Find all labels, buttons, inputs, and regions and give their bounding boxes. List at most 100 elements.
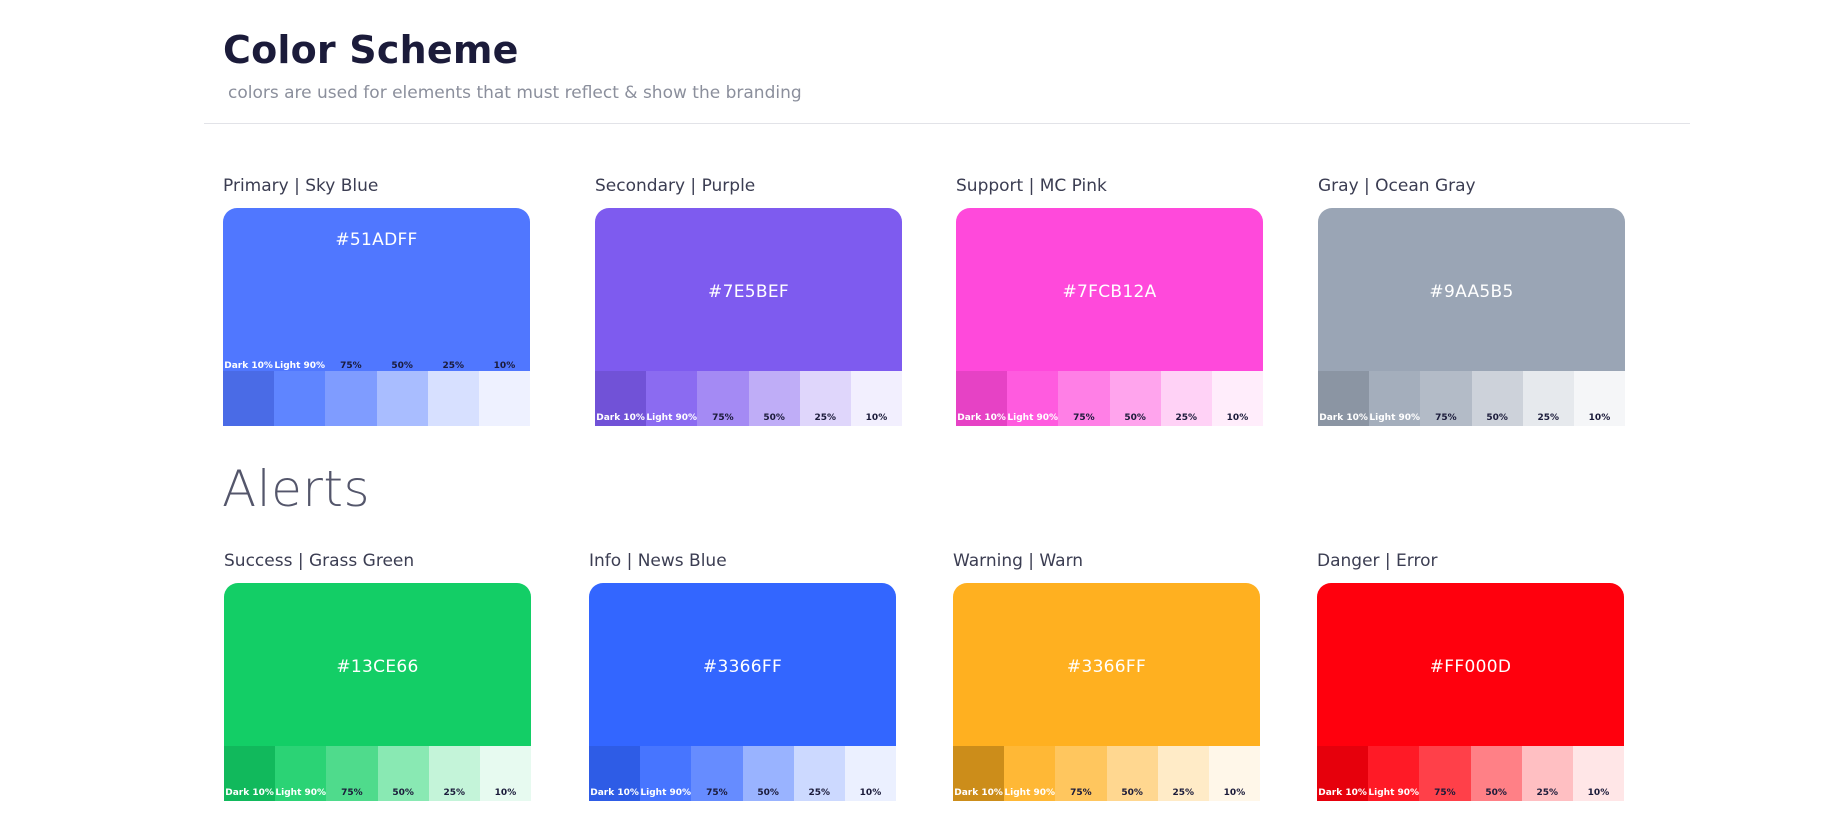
shade-label: 50%: [1121, 788, 1143, 798]
shade-strip: Dark 10% Light 90% 75% 50% 25% 10%: [223, 361, 531, 426]
shade-swatch: 10%: [1208, 746, 1261, 801]
color-hex-code: #13CE66: [336, 657, 419, 677]
color-card-label: Support | MC Pink: [956, 176, 1107, 196]
shade-swatch: 25%: [428, 746, 480, 801]
shade-swatch: Light 90%: [275, 746, 327, 801]
page-title: Color Scheme: [223, 28, 519, 72]
shade-swatch: 25%: [1160, 371, 1212, 426]
shade-swatch: Light 90%: [1007, 371, 1059, 426]
shade-swatch: 50%: [1471, 371, 1523, 426]
shade-label: Light 90%: [1004, 788, 1056, 798]
shade-label: 75%: [1435, 413, 1457, 423]
shade-label: Light 90%: [1369, 413, 1421, 423]
shade-label: 25%: [1537, 413, 1560, 423]
shade-label: 25%: [814, 413, 837, 423]
shade-label: Light 90%: [646, 413, 698, 423]
shade-swatch: Dark 10%: [224, 746, 276, 801]
shade-label: 25%: [1536, 788, 1559, 798]
shade-label: 10%: [494, 788, 517, 798]
color-hex-code: #3366FF: [702, 657, 783, 677]
shade-label: 75%: [712, 413, 734, 423]
shade-strip: Dark 10% Light 90% 75% 50% 25% 10%: [953, 746, 1261, 801]
shade-strip: Dark 10% Light 90% 75% 50% 25% 10%: [956, 371, 1264, 426]
color-card-label: Info | News Blue: [589, 551, 727, 571]
shade-swatch: Dark 10%: [1317, 746, 1369, 801]
shade-swatch: 10%: [479, 746, 532, 801]
color-card-label: Success | Grass Green: [224, 551, 415, 571]
color-card-info: Info | News Blue #3366FF Dark 10% Light 9…: [589, 551, 897, 801]
shade-strip: Dark 10% Light 90% 75% 50% 25% 10%: [1317, 746, 1625, 801]
color-card-label: Gray | Ocean Gray: [1318, 176, 1476, 196]
color-card-label: Warning | Warn: [953, 551, 1084, 571]
shade-swatch: Dark 10%: [223, 361, 275, 426]
shade-swatch: 10%: [844, 746, 897, 801]
shade-label: 50%: [1485, 788, 1507, 798]
color-card-warning: Warning | Warn #3366FF Dark 10% Light 90%…: [953, 551, 1261, 801]
shade-label: 25%: [1175, 413, 1198, 423]
shade-label: 25%: [808, 788, 831, 798]
shade-label: 75%: [706, 788, 728, 798]
alerts-section-title: Alerts: [222, 460, 371, 518]
shade-swatch: 50%: [1109, 371, 1161, 426]
color-hex-code: #7FCB12A: [1062, 282, 1157, 302]
shade-label: 25%: [443, 788, 466, 798]
shade-swatch: Light 90%: [646, 371, 698, 426]
shade-swatch: 10%: [1211, 371, 1264, 426]
shade-label: Light 90%: [1007, 413, 1059, 423]
color-card-support: Support | MC Pink #7FCB12A Dark 10% Light…: [956, 176, 1264, 426]
color-card-secondary: Secondary | Purple #7E5BEF Dark 10% Light…: [595, 176, 903, 426]
shade-swatch: 50%: [1106, 746, 1158, 801]
shade-swatch: Light 90%: [1368, 746, 1420, 801]
shade-swatch: 50%: [1470, 746, 1522, 801]
page-subtitle: colors are used for elements that must r…: [228, 83, 802, 103]
shade-swatch: 10%: [1573, 371, 1626, 426]
color-swatch-main: #7E5BEF: [595, 208, 902, 371]
shade-label: 25%: [442, 361, 465, 371]
shade-swatch: 25%: [799, 371, 851, 426]
shade-label: Dark 10%: [224, 361, 273, 371]
shade-swatch: 75%: [326, 746, 378, 801]
color-card-label: Secondary | Purple: [595, 176, 756, 196]
shade-swatch: 10%: [478, 361, 531, 426]
color-swatch-main: #7FCB12A: [956, 208, 1263, 371]
header-divider: [204, 123, 1690, 124]
shade-label: 10%: [1587, 788, 1610, 798]
shade-swatch: Dark 10%: [589, 746, 641, 801]
shade-strip: Dark 10% Light 90% 75% 50% 25% 10%: [1318, 371, 1626, 426]
color-swatch-main: #13CE66: [224, 583, 531, 746]
shade-swatch: 75%: [1058, 371, 1110, 426]
shade-label: Dark 10%: [596, 413, 645, 423]
shade-label: Dark 10%: [590, 788, 639, 798]
shade-swatch: 75%: [1055, 746, 1107, 801]
shade-swatch: 75%: [1420, 371, 1472, 426]
shade-swatch: 25%: [427, 361, 479, 426]
shade-label: 50%: [391, 361, 413, 371]
color-swatch-main: #3366FF: [953, 583, 1260, 746]
shade-label: Dark 10%: [225, 788, 274, 798]
shade-label: Light 90%: [640, 788, 692, 798]
shade-label: Light 90%: [1368, 788, 1420, 798]
color-hex-code: #3366FF: [1066, 657, 1147, 677]
shade-strip: Dark 10% Light 90% 75% 50% 25% 10%: [224, 746, 532, 801]
shade-label: 75%: [341, 788, 363, 798]
color-card-label: Danger | Error: [1317, 551, 1438, 571]
color-hex-code: #9AA5B5: [1429, 282, 1514, 302]
shade-label: 10%: [865, 413, 888, 423]
color-card-label: Primary | Sky Blue: [223, 176, 379, 196]
color-swatch-main: #51ADFF: [223, 208, 530, 371]
shade-label: 75%: [1073, 413, 1095, 423]
shade-label: Light 90%: [274, 361, 326, 371]
shade-swatch: 75%: [325, 361, 377, 426]
color-swatch-main: #9AA5B5: [1318, 208, 1625, 371]
color-hex-code: #51ADFF: [335, 230, 418, 250]
shade-swatch: 50%: [748, 371, 800, 426]
color-card-success: Success | Grass Green #13CE66 Dark 10% Li…: [224, 551, 532, 801]
shade-label: 10%: [1588, 413, 1611, 423]
shade-label: Dark 10%: [1318, 788, 1367, 798]
shade-swatch: Dark 10%: [956, 371, 1008, 426]
shade-swatch: Dark 10%: [1318, 371, 1370, 426]
color-swatch-main: #FF000D: [1317, 583, 1624, 746]
shade-label: Dark 10%: [1319, 413, 1368, 423]
shade-label: 25%: [1172, 788, 1195, 798]
shade-swatch: 25%: [1522, 371, 1574, 426]
